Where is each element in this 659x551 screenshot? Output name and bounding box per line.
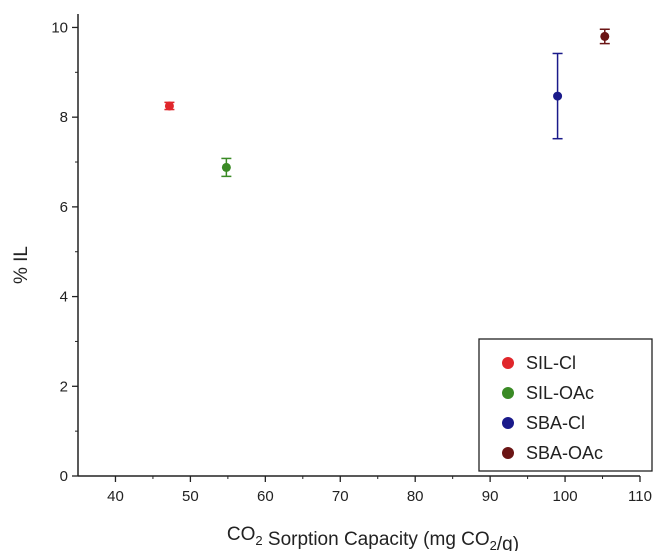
plot-area xyxy=(77,14,640,477)
x-tick-label: 40 xyxy=(107,488,124,505)
legend-label: SBA-Cl xyxy=(526,413,585,433)
y-tick-label: 4 xyxy=(60,289,68,306)
legend: SIL-Cl SIL-OAc SBA-Cl SBA-OAc xyxy=(478,338,653,472)
legend-label: SBA-OAc xyxy=(526,443,603,463)
y-tick-label: 6 xyxy=(60,199,68,216)
x-tick-label: 60 xyxy=(257,488,274,505)
y-tick-label: 0 xyxy=(60,468,68,485)
legend-marker xyxy=(502,387,514,399)
legend-marker xyxy=(502,447,514,459)
y-tick-label: 8 xyxy=(60,109,68,126)
x-axis-ticks: 40 50 60 70 80 90 100 110 xyxy=(107,476,652,505)
x-tick-label: 50 xyxy=(182,488,199,505)
legend-marker xyxy=(502,417,514,429)
legend-marker xyxy=(502,357,514,369)
data-point xyxy=(553,91,563,101)
data-point xyxy=(600,31,610,41)
x-tick-label: 70 xyxy=(332,488,349,505)
legend-label: SIL-Cl xyxy=(526,353,576,373)
y-axis-ticks: 0 2 4 6 8 10 xyxy=(51,19,78,485)
data-point xyxy=(164,101,174,111)
y-axis-title: % IL xyxy=(11,246,32,284)
x-tick-label: 90 xyxy=(482,488,499,505)
x-tick-label: 80 xyxy=(407,488,424,505)
x-axis-title: CO2 Sorption Capacity (mg CO2/g) xyxy=(227,524,519,551)
y-tick-label: 10 xyxy=(51,19,68,36)
y-tick-label: 2 xyxy=(60,378,68,395)
data-points xyxy=(164,28,610,178)
data-point xyxy=(221,162,231,172)
x-tick-label: 100 xyxy=(553,488,578,505)
x-tick-label: 110 xyxy=(628,488,652,505)
legend-label: SIL-OAc xyxy=(526,383,594,403)
